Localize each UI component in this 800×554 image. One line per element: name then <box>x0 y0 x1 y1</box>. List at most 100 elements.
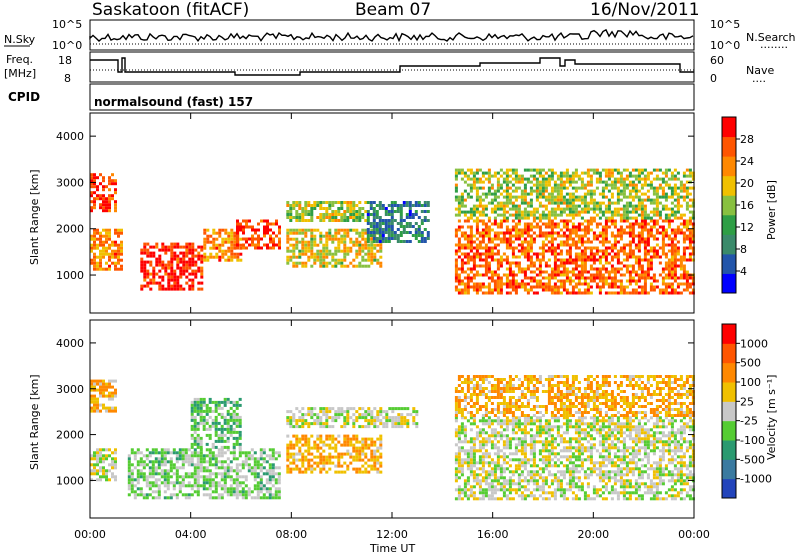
data-cell <box>266 246 269 250</box>
data-cell <box>111 243 114 247</box>
data-cell <box>643 207 647 211</box>
data-cell <box>322 464 326 468</box>
data-cell <box>475 246 479 250</box>
data-cell <box>260 246 263 250</box>
data-cell <box>99 379 102 383</box>
data-cell <box>230 258 234 262</box>
data-cell <box>390 213 394 216</box>
data-cell <box>415 422 419 426</box>
data-cell <box>319 234 323 238</box>
data-cell <box>532 207 536 211</box>
data-cell <box>173 251 177 255</box>
data-cell <box>682 282 686 286</box>
data-cell <box>592 252 596 256</box>
data-cell <box>577 174 581 178</box>
data-cell <box>331 219 335 222</box>
data-cell <box>367 458 371 462</box>
data-cell <box>301 261 305 265</box>
data-cell <box>149 287 153 291</box>
data-cell <box>313 440 317 444</box>
data-cell <box>400 413 404 417</box>
data-cell <box>610 186 614 190</box>
data-cell <box>475 249 479 253</box>
data-cell <box>685 225 689 229</box>
data-cell <box>670 195 674 199</box>
data-cell <box>598 249 602 253</box>
data-cell <box>460 425 464 429</box>
data-cell <box>499 240 503 244</box>
data-cell <box>331 455 335 459</box>
data-cell <box>580 234 584 238</box>
data-cell <box>99 267 102 271</box>
data-cell <box>487 288 491 292</box>
data-cell <box>361 443 365 447</box>
data-cell <box>343 231 347 235</box>
data-cell <box>157 466 161 470</box>
data-cell <box>185 266 189 270</box>
data-cell <box>218 246 222 250</box>
data-cell <box>589 183 593 187</box>
data-cell <box>544 216 548 220</box>
data-cell <box>337 219 341 222</box>
data-cell <box>580 270 584 274</box>
data-cell <box>99 240 102 244</box>
data-cell <box>553 267 557 271</box>
data-cell <box>214 439 218 443</box>
data-cell <box>655 243 659 247</box>
data-cell <box>640 267 644 271</box>
data-cell <box>390 201 394 204</box>
data-cell <box>127 475 131 479</box>
data-cell <box>685 258 689 262</box>
data-cell <box>364 470 368 474</box>
data-cell <box>381 237 385 240</box>
data-cell <box>676 225 680 229</box>
data-cell <box>230 252 234 256</box>
data-cell <box>526 213 530 217</box>
data-cell <box>384 228 388 231</box>
data-cell <box>334 228 338 232</box>
data-cell <box>541 249 545 253</box>
data-cell <box>226 439 230 443</box>
data-cell <box>232 451 236 455</box>
data-cell <box>691 216 695 220</box>
data-cell <box>196 487 200 491</box>
data-cell <box>652 234 656 238</box>
data-cell <box>514 225 518 229</box>
data-cell <box>472 264 476 268</box>
data-cell <box>475 425 479 429</box>
data-cell <box>502 195 506 199</box>
data-cell <box>102 203 105 207</box>
data-cell <box>580 216 584 220</box>
data-cell <box>646 216 650 220</box>
data-cell <box>604 270 608 274</box>
data-cell <box>490 273 494 277</box>
data-cell <box>547 219 551 223</box>
data-cell <box>505 177 509 181</box>
data-cell <box>538 228 542 232</box>
data-cell <box>595 168 599 172</box>
data-cell <box>396 222 400 225</box>
data-cell <box>373 467 377 471</box>
data-cell <box>391 425 395 429</box>
data-cell <box>592 171 596 175</box>
data-cell <box>194 272 198 276</box>
data-cell <box>390 237 394 240</box>
data-cell <box>664 231 668 235</box>
data-cell <box>352 419 356 423</box>
data-cell <box>670 189 674 193</box>
data-cell <box>487 264 491 268</box>
data-cell <box>337 210 341 213</box>
data-cell <box>625 177 629 181</box>
data-cell <box>568 207 572 211</box>
data-cell <box>655 231 659 235</box>
data-cell <box>99 469 102 473</box>
data-cell <box>184 451 188 455</box>
data-cell <box>637 264 641 268</box>
data-cell <box>373 258 377 262</box>
data-cell <box>454 177 458 181</box>
data-cell <box>472 461 476 465</box>
data-cell <box>229 460 233 464</box>
data-cell <box>343 252 347 256</box>
data-cell <box>616 207 620 211</box>
data-cell <box>526 267 530 271</box>
